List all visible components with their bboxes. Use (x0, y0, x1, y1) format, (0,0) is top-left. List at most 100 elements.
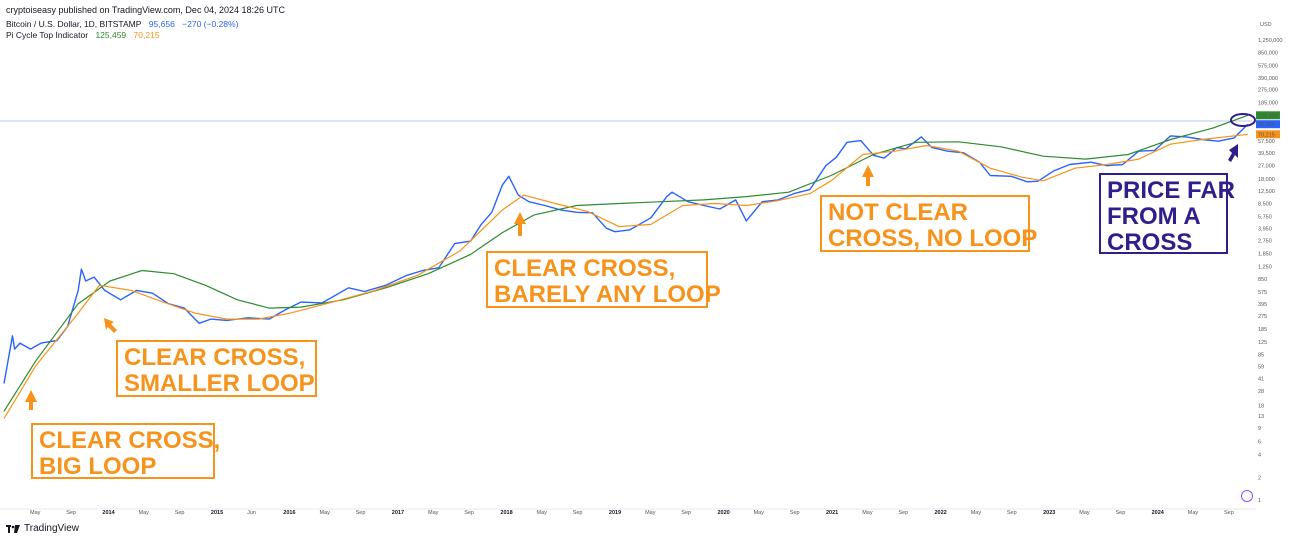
time-tick-year: 2022 (935, 510, 947, 516)
time-tick-month: Sep (681, 510, 691, 516)
time-tick-month: Sep (356, 510, 366, 516)
highlight-circle (1230, 113, 1256, 127)
price-tick-label: 4 (1258, 453, 1261, 459)
annotation-smaller-loop: CLEAR CROSS, SMALLER LOOP (116, 340, 317, 397)
price-tick-label: 57,500 (1258, 139, 1275, 145)
time-tick-month: Sep (898, 510, 908, 516)
price-tick-label: 185,000 (1258, 101, 1278, 107)
long-ma-line (3, 114, 1249, 412)
time-tick-year: 2017 (392, 510, 404, 516)
price-tick-label: 850,000 (1258, 51, 1278, 57)
annotation-line: CROSS (1107, 229, 1193, 256)
arrow-2024 (1228, 144, 1238, 162)
annotation-no-loop: NOT CLEAR CROSS, NO LOOP (820, 195, 1038, 252)
last-price: 95,656 (148, 19, 175, 29)
time-tick-month: May (1188, 510, 1199, 516)
time-tick-year: 2020 (718, 510, 730, 516)
price-label-badge (1256, 111, 1280, 120)
currency-label: USD (1260, 22, 1272, 28)
price-axis[interactable]: 1,250,000850,000575,000390,000275,000185… (1256, 38, 1282, 504)
arrow-2018 (514, 212, 526, 236)
symbol-legend[interactable]: Bitcoin / U.S. Dollar, 1D, BITSTAMP 95,6… (6, 19, 243, 29)
chart-settings-icon[interactable] (1241, 490, 1253, 502)
price-label-text: 95,656 (1258, 122, 1275, 128)
time-tick-month: May (30, 510, 41, 516)
price-label-text: 70,215 (1258, 132, 1275, 138)
arrow-2013 (25, 390, 37, 410)
time-tick-month: Sep (1116, 510, 1126, 516)
price-tick-label: 575 (1258, 290, 1267, 296)
time-tick-year: 2021 (826, 510, 838, 516)
time-tick-month: Sep (66, 510, 76, 516)
tradingview-logo[interactable]: TradingView (6, 523, 79, 534)
short-ma-line (3, 133, 1248, 419)
time-tick-month: May (320, 510, 331, 516)
price-tick-label: 18,000 (1258, 177, 1275, 183)
price-tick-label: 9 (1258, 426, 1261, 432)
price-tick-label: 125 (1258, 340, 1267, 346)
time-tick-year: 2018 (500, 510, 512, 516)
symbol-name: Bitcoin / U.S. Dollar, 1D, BITSTAMP (6, 19, 142, 29)
price-tick-label: 850 (1258, 277, 1267, 283)
time-tick-year: 2019 (609, 510, 621, 516)
series-layer (3, 114, 1249, 419)
time-tick-month: Sep (1007, 510, 1017, 516)
annotation-line: NOT CLEAR (828, 199, 968, 226)
time-tick-month: May (139, 510, 150, 516)
annotation-line: CLEAR CROSS, (494, 255, 676, 282)
time-tick-month: Sep (175, 510, 185, 516)
indicator-value-short: 70,215 (133, 30, 160, 40)
price-tick-label: 575,000 (1258, 63, 1278, 69)
price-tick-label: 395 (1258, 302, 1267, 308)
price-change: −270 (−0.28%) (182, 19, 239, 29)
time-tick-year: 2014 (102, 510, 115, 516)
time-tick-month: Sep (464, 510, 474, 516)
price-series-line (3, 123, 1249, 384)
publish-info: cryptoiseasy published on TradingView.co… (6, 5, 285, 15)
price-tick-label: 390,000 (1258, 76, 1278, 82)
price-tick-label: 275,000 (1258, 88, 1278, 94)
time-tick-year: 2024 (1152, 510, 1165, 516)
price-tick-label: 1,250 (1258, 264, 1272, 270)
time-tick-year: 2023 (1043, 510, 1055, 516)
price-tick-label: 41 (1258, 376, 1264, 382)
annotation-line: CLEAR CROSS, (124, 344, 306, 371)
annotation-line: CROSS, NO LOOP (828, 225, 1038, 252)
price-tick-label: 59 (1258, 364, 1264, 370)
annotation-price-far: PRICE FAR FROM A CROSS (1099, 173, 1236, 256)
price-tick-label: 1,250,000 (1258, 38, 1282, 44)
price-tick-label: 39,500 (1258, 151, 1275, 157)
time-tick-month: Sep (573, 510, 583, 516)
price-tick-label: 8,500 (1258, 202, 1272, 208)
time-tick-month: Sep (790, 510, 800, 516)
price-tick-label: 2 (1258, 475, 1261, 481)
annotation-line: PRICE FAR (1107, 177, 1236, 204)
time-tick-month: Jun (247, 510, 256, 516)
time-tick-month: May (1079, 510, 1090, 516)
tradingview-brand: TradingView (24, 523, 80, 534)
annotation-line: CLEAR CROSS, (39, 427, 221, 454)
time-tick-month: May (645, 510, 656, 516)
time-tick-month: May (754, 510, 765, 516)
price-tick-label: 28 (1258, 389, 1264, 395)
time-tick-month: May (537, 510, 548, 516)
time-tick-year: 2016 (283, 510, 295, 516)
tradingview-logo-icon (6, 524, 20, 533)
price-tick-label: 1 (1258, 498, 1261, 504)
indicator-value-long: 125,459 (95, 30, 127, 40)
arrow-2021 (862, 165, 874, 186)
annotation-line: FROM A (1107, 203, 1201, 230)
price-tick-label: 1,850 (1258, 252, 1272, 258)
price-tick-label: 2,750 (1258, 239, 1272, 245)
time-axis[interactable]: May Sep 2014 May Sep 2015 Jun 2016 May Sep 2017 May… (30, 510, 1234, 516)
indicator-legend[interactable]: Pi Cycle Top Indicator 125,459 70,215 (6, 30, 165, 40)
time-tick-month: May (862, 510, 873, 516)
price-tick-label: 5,750 (1258, 214, 1272, 220)
time-tick-month: May (971, 510, 982, 516)
price-tick-label: 6 (1258, 439, 1261, 445)
indicator-name: Pi Cycle Top Indicator (6, 30, 89, 40)
price-tick-label: 185 (1258, 327, 1267, 333)
price-label-badge (1256, 130, 1280, 139)
annotation-big-loop: CLEAR CROSS, BIG LOOP (31, 423, 221, 480)
